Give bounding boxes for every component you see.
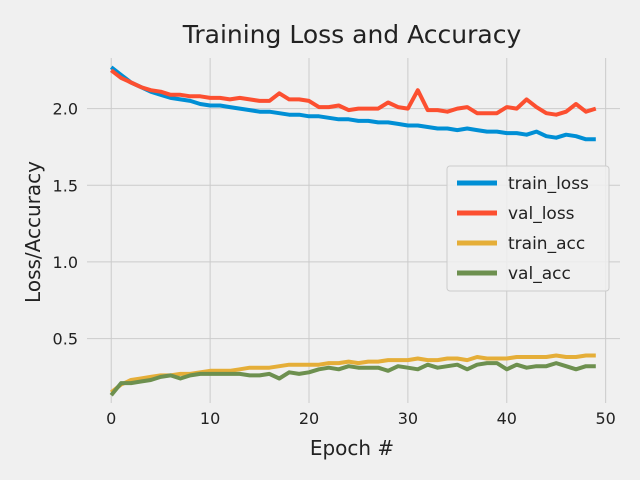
series-line-val_acc xyxy=(109,361,596,397)
legend-box xyxy=(446,165,610,292)
chart-title: Training Loss and Accuracy xyxy=(182,20,522,49)
legend-label-train_acc: train_acc xyxy=(508,234,585,254)
x-tick-label: 50 xyxy=(595,409,615,428)
x-tick-label: 40 xyxy=(497,409,517,428)
y-axis-label: Loss/Accuracy xyxy=(21,161,45,303)
legend: train_loss val_loss train_acc val_acc xyxy=(446,165,610,292)
x-axis-label: Epoch # xyxy=(310,436,394,460)
y-tick-label: 1.0 xyxy=(53,253,78,272)
series-line-train_loss xyxy=(109,65,596,142)
tick-labels: 0 10 20 30 40 50 0.5 1.0 1.5 2.0 xyxy=(53,100,616,428)
x-tick-label: 0 xyxy=(106,409,116,428)
y-tick-label: 0.5 xyxy=(53,330,78,349)
series-lines xyxy=(109,65,597,397)
series-line-val_loss xyxy=(109,68,597,117)
y-tick-label: 2.0 xyxy=(53,100,78,119)
x-tick-label: 10 xyxy=(200,409,220,428)
legend-label-val_loss: val_loss xyxy=(508,204,575,224)
x-tick-label: 20 xyxy=(299,409,319,428)
x-tick-label: 30 xyxy=(398,409,418,428)
legend-label-val_acc: val_acc xyxy=(508,264,571,284)
legend-label-train_loss: train_loss xyxy=(508,174,589,194)
y-tick-label: 1.5 xyxy=(53,176,78,195)
